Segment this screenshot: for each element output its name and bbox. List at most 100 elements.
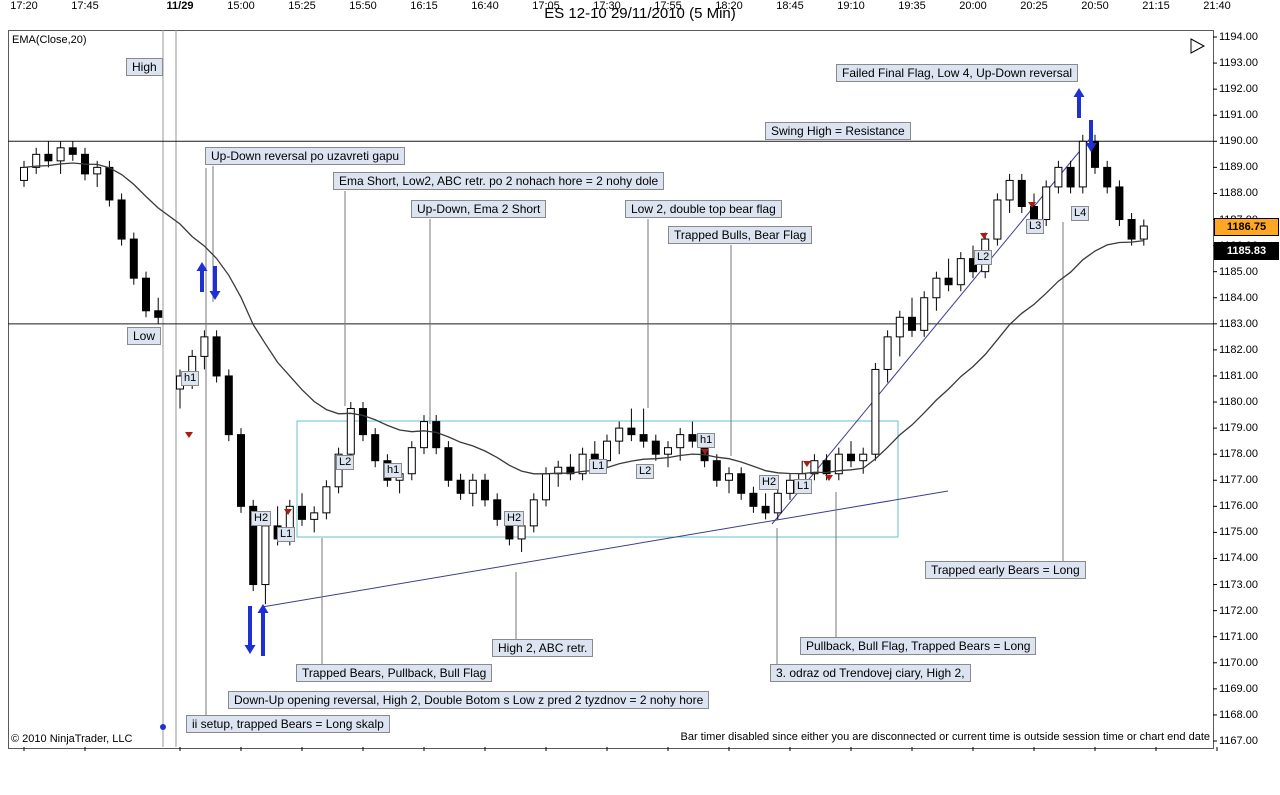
price-axis-label[interactable]: 1170.00: [1219, 656, 1258, 669]
time-axis-label[interactable]: 17:30: [593, 0, 621, 12]
time-axis-label[interactable]: 11/29: [166, 0, 194, 12]
time-axis-label[interactable]: 17:45: [71, 0, 99, 12]
price-axis-label[interactable]: 1183.00: [1219, 317, 1258, 330]
bar-label[interactable]: H2: [504, 511, 525, 526]
bar-label[interactable]: L2: [636, 464, 655, 479]
time-axis-label[interactable]: 16:15: [410, 0, 438, 12]
annotation-box[interactable]: ii setup, trapped Bears = Long skalp: [186, 715, 390, 733]
annotation-box[interactable]: Low: [127, 327, 162, 345]
time-axis-label[interactable]: 20:00: [959, 0, 987, 12]
time-axis-label[interactable]: 17:20: [10, 0, 38, 12]
candle: [493, 499, 502, 520]
trendline[interactable]: [261, 490, 949, 608]
price-axis-label[interactable]: 1172.00: [1219, 604, 1258, 617]
time-axis-label[interactable]: 19:10: [837, 0, 865, 12]
price-axis-label[interactable]: 1180.00: [1219, 396, 1258, 409]
range-box[interactable]: [296, 420, 899, 538]
bar-label[interactable]: H2: [251, 511, 272, 526]
annotation-box[interactable]: Trapped early Bears = Long: [925, 561, 1086, 579]
price-axis-label[interactable]: 1181.00: [1219, 369, 1258, 382]
candle: [969, 258, 977, 273]
candle: [920, 297, 929, 331]
price-axis-label[interactable]: 1169.00: [1219, 682, 1258, 695]
price-axis-label[interactable]: 1174.00: [1219, 552, 1258, 565]
time-axis-label[interactable]: 15:50: [349, 0, 377, 12]
annotation-box[interactable]: High: [126, 58, 163, 76]
time-axis-label[interactable]: 21:15: [1142, 0, 1170, 12]
time-axis-label[interactable]: 21:40: [1203, 0, 1231, 12]
price-axis-label[interactable]: 1177.00: [1219, 474, 1258, 487]
candle: [664, 447, 672, 455]
candle: [749, 492, 758, 507]
bar-label[interactable]: L2: [336, 455, 355, 470]
time-axis-label[interactable]: 17:55: [654, 0, 682, 12]
bar-label[interactable]: L1: [589, 459, 608, 474]
scroll-to-end-button[interactable]: [1188, 37, 1208, 55]
price-axis-label[interactable]: 1193.00: [1219, 57, 1258, 70]
price-axis-label[interactable]: 1167.00: [1219, 735, 1258, 747]
bar-label[interactable]: h1: [384, 463, 403, 478]
annotation-box[interactable]: Ema Short, Low2, ABC retr. po 2 nohach h…: [333, 172, 665, 190]
annotation-box[interactable]: Failed Final Flag, Low 4, Up-Down revers…: [836, 64, 1079, 82]
price-axis-label[interactable]: 1189.00: [1219, 161, 1258, 174]
candle: [883, 336, 892, 370]
candle: [154, 310, 163, 318]
annotation-box[interactable]: Pullback, Bull Flag, Trapped Bears = Lon…: [800, 637, 1037, 655]
up-arrowhead-icon: [1073, 88, 1085, 97]
time-axis-label[interactable]: 20:50: [1081, 0, 1109, 12]
bar-label[interactable]: H2: [759, 475, 780, 490]
price-axis-label[interactable]: 1168.00: [1219, 708, 1258, 721]
price-axis-label[interactable]: 1175.00: [1219, 526, 1258, 539]
candle: [908, 316, 916, 331]
down-arrowhead-icon: [244, 645, 256, 654]
time-axis-label[interactable]: 20:25: [1020, 0, 1048, 12]
price-axis-label[interactable]: 1191.00: [1219, 109, 1258, 122]
time-axis-label[interactable]: 18:20: [715, 0, 743, 12]
bar-label[interactable]: L3: [1026, 219, 1045, 234]
time-axis-label[interactable]: 19:35: [898, 0, 926, 12]
annotation-box[interactable]: Low 2, double top bear flag: [625, 200, 782, 218]
time-axis-label[interactable]: 16:40: [471, 0, 499, 12]
annotation-box[interactable]: Up-Down, Ema 2 Short: [411, 200, 547, 218]
candle: [444, 447, 453, 481]
price-axis-label[interactable]: 1182.00: [1219, 343, 1258, 356]
bar-label[interactable]: L1: [277, 527, 296, 542]
annotation-box[interactable]: Trapped Bulls, Bear Flag: [668, 226, 813, 244]
candle: [737, 473, 746, 494]
annotation-box[interactable]: Up-Down reversal po uzavreti gapu: [205, 147, 406, 165]
annotation-box[interactable]: Swing High = Resistance: [765, 122, 911, 140]
candle: [346, 408, 355, 455]
price-axis-label[interactable]: 1192.00: [1219, 83, 1258, 96]
annotation-box[interactable]: 3. odraz od Trendovej ciary, High 2,: [770, 664, 971, 682]
trendline[interactable]: [771, 134, 1094, 525]
price-axis-label[interactable]: 1176.00: [1219, 500, 1258, 513]
time-axis-label[interactable]: 18:45: [776, 0, 804, 12]
price-axis-label[interactable]: 1194.00: [1219, 31, 1258, 43]
candle: [468, 479, 477, 494]
annotation-box[interactable]: Trapped Bears, Pullback, Bull Flag: [296, 664, 493, 682]
time-axis-label[interactable]: 15:25: [288, 0, 316, 12]
annotation-box[interactable]: Down-Up opening reversal, High 2, Double…: [228, 691, 710, 709]
bar-label[interactable]: L2: [974, 250, 993, 265]
price-axis-label[interactable]: 1190.00: [1219, 135, 1258, 148]
time-axis-label[interactable]: 15:00: [227, 0, 255, 12]
price-axis-label[interactable]: 1179.00: [1219, 422, 1258, 435]
bar-label[interactable]: h1: [697, 433, 716, 448]
price-axis-label[interactable]: 1171.00: [1219, 630, 1258, 643]
time-axis-label[interactable]: 17:05: [532, 0, 560, 12]
price-axis-label[interactable]: 1178.00: [1219, 448, 1258, 461]
price-axis-label[interactable]: 1185.00: [1219, 265, 1258, 278]
candle: [68, 147, 77, 155]
bar-label[interactable]: h1: [181, 371, 200, 386]
candle: [481, 479, 489, 501]
annotation-box[interactable]: High 2, ABC retr.: [492, 639, 594, 657]
bar-label[interactable]: L4: [1071, 206, 1090, 221]
price-axis-label[interactable]: 1184.00: [1219, 291, 1258, 304]
copyright-text: © 2010 NinjaTrader, LLC: [11, 733, 133, 745]
price-axis-label[interactable]: 1188.00: [1219, 187, 1258, 200]
price-axis-label[interactable]: 1173.00: [1219, 578, 1258, 591]
candle: [944, 277, 953, 286]
bar-label[interactable]: L1: [794, 479, 813, 494]
candle: [651, 440, 660, 455]
